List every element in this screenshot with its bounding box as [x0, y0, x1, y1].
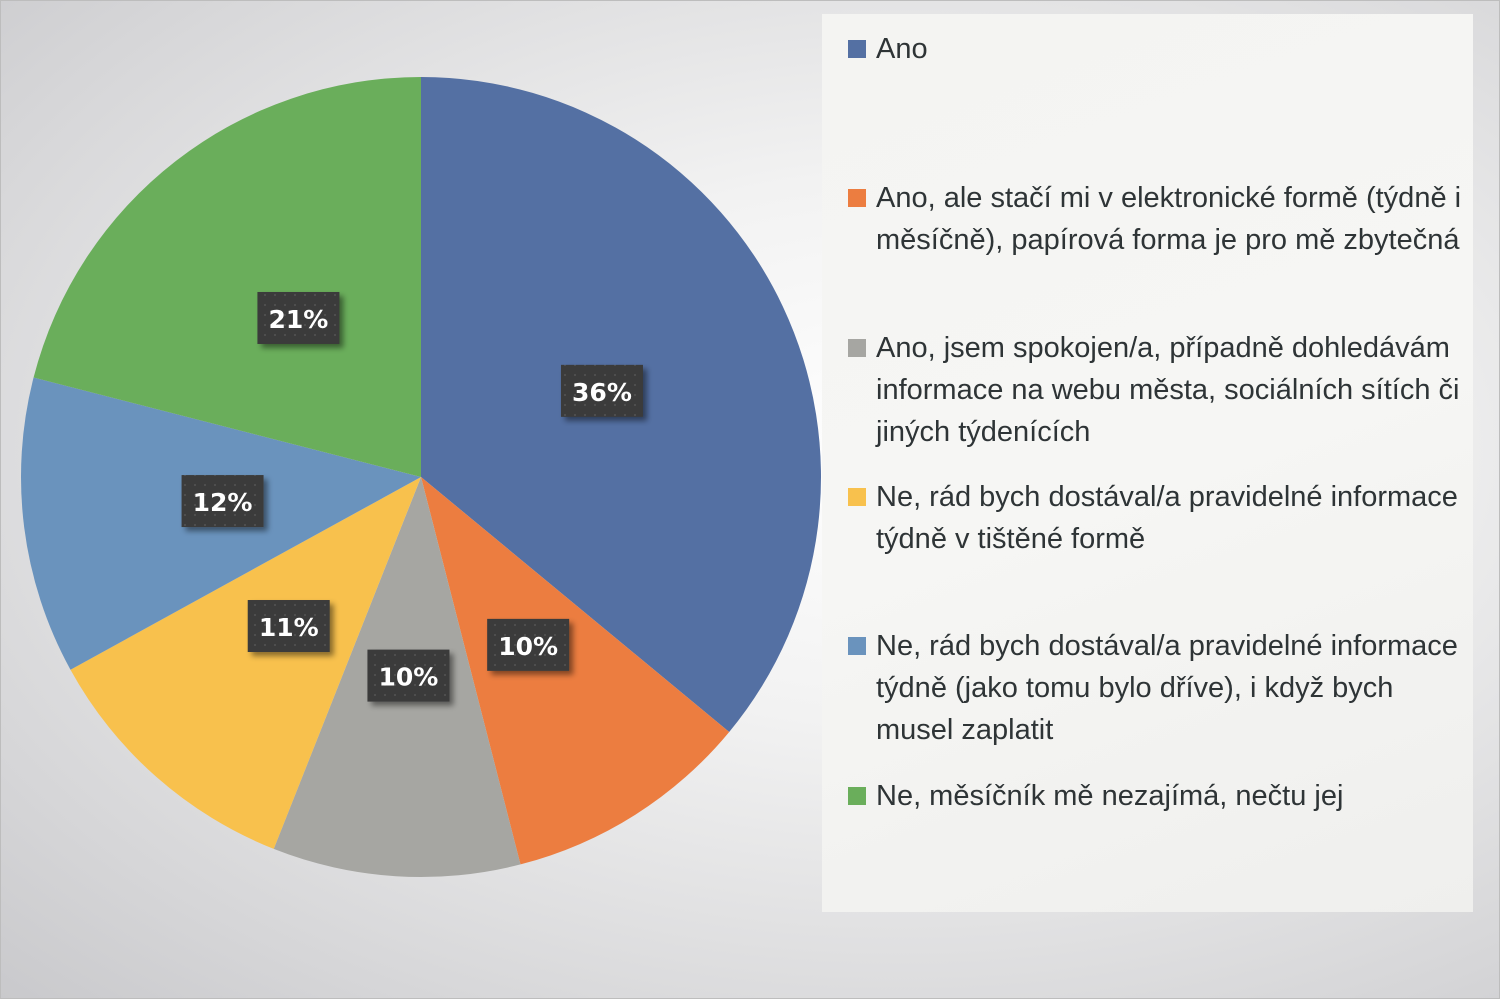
legend-label: Ne, rád bych dostával/a pravidelné infor… — [876, 481, 1458, 555]
legend-swatch — [848, 189, 866, 207]
data-label-box — [257, 291, 340, 344]
data-label-text: 10% — [379, 663, 439, 692]
data-label-box — [181, 475, 264, 528]
legend-label: Ne, rád bych dostával/a pravidelné infor… — [876, 630, 1458, 746]
pie-slice — [70, 477, 421, 849]
data-label-text: 21% — [268, 305, 328, 334]
legend-swatch — [848, 40, 866, 58]
legend-item-ano: Ano — [848, 28, 1468, 70]
legend-label: Ano, jsem spokojen/a, případně dohledává… — [876, 332, 1460, 448]
legend-swatch — [848, 637, 866, 655]
data-label: 12% — [181, 475, 264, 528]
legend-item-printed-weekly: Ne, rád bych dostával/a pravidelné infor… — [848, 476, 1468, 560]
pie-slice — [421, 477, 730, 865]
data-label-text: 11% — [259, 613, 319, 642]
legend — [822, 14, 1473, 912]
data-label-box — [487, 618, 570, 671]
data-label: 10% — [487, 618, 570, 671]
legend-label: Ano, ale stačí mi v elektronické formě (… — [876, 182, 1462, 256]
data-label-box — [560, 364, 643, 417]
legend-label: Ne, měsíčník mě nezajímá, nečtu jej — [876, 780, 1344, 812]
data-label: 10% — [367, 649, 450, 702]
data-label: 11% — [247, 600, 330, 653]
legend-item-electronic: Ano, ale stačí mi v elektronické formě (… — [848, 177, 1468, 261]
legend-swatch — [848, 339, 866, 357]
data-label-box — [247, 600, 330, 653]
data-label: 36% — [560, 364, 643, 417]
legend-swatch — [848, 488, 866, 506]
pie-slice — [33, 77, 421, 477]
legend-item-not-interested: Ne, měsíčník mě nezajímá, nečtu jej — [848, 775, 1468, 817]
legend-label: Ano — [876, 33, 928, 65]
legend-item-satisfied: Ano, jsem spokojen/a, případně dohledává… — [848, 327, 1468, 453]
legend-swatch — [848, 787, 866, 805]
data-label-box — [367, 649, 450, 702]
pie-chart: 36% 10% 10% 11% 12% 21% — [21, 77, 821, 877]
data-label: 21% — [257, 291, 340, 344]
data-label-text: 36% — [572, 378, 632, 407]
data-label-text: 10% — [498, 632, 558, 661]
data-label-text: 12% — [193, 488, 253, 517]
legend-item-paid-weekly: Ne, rád bych dostával/a pravidelné infor… — [848, 625, 1468, 751]
